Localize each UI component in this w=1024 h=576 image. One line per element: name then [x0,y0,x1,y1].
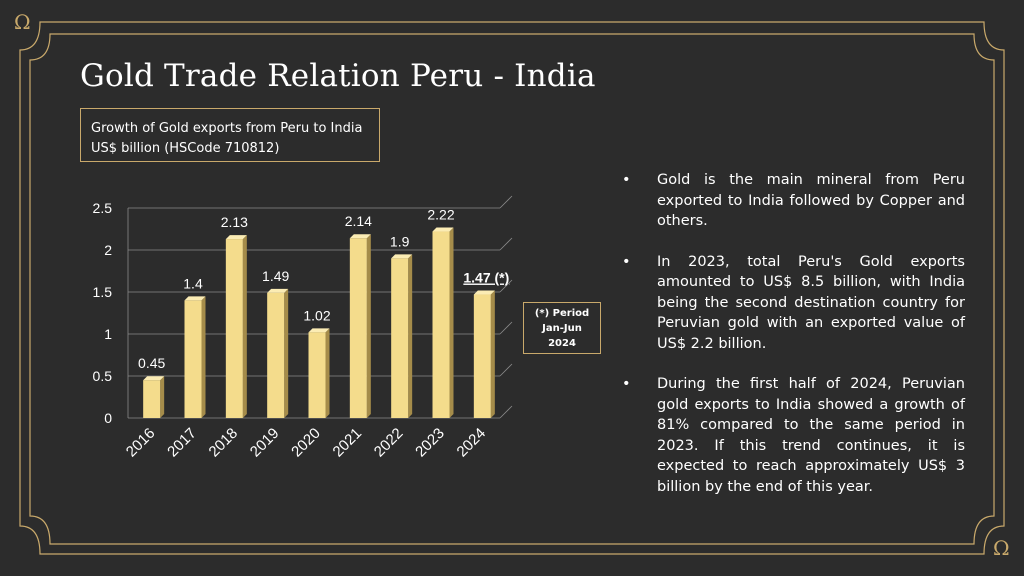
slide-title: Gold Trade Relation Peru - India [80,58,596,94]
chart-x-axis: 2016 2017 2018 2019 2020 2021 2022 2023 2024 [123,425,489,461]
x-tick-label: 2022 [371,425,407,461]
period-note-line-2: Jan-Jun [542,323,582,334]
bar-side [449,227,454,418]
gridline [499,237,513,251]
x-tick-label: 2016 [123,425,159,461]
y-tick-label: 2.5 [93,200,113,216]
bar-side [160,376,165,418]
bar-top [473,290,495,295]
bar-top [184,296,206,301]
data-label: 1.4 [183,275,203,291]
gridline [499,321,513,335]
data-label: 1.02 [303,307,330,323]
data-label: 1.49 [262,268,289,284]
key-points-list: • Gold is the main mineral from Peru expo… [622,170,965,517]
bar [225,239,243,418]
chart-caption-line-2: US$ billion (HSCode 710812) [91,141,280,156]
data-label: 1.9 [390,233,410,249]
bar-side [242,235,247,418]
bullet-marker: • [622,376,631,392]
x-tick-label: 2024 [454,425,490,461]
y-tick-label: 1.5 [93,284,113,300]
data-label: 1.47 (*) [463,270,509,286]
bar-side [284,288,289,418]
bullet-text: Gold is the main mineral from Peru expor… [657,172,965,229]
gridline [499,279,513,293]
bar [391,258,409,418]
bar-top [308,328,330,333]
chart-bars [143,227,495,418]
gridline [499,195,513,209]
omega-ornament-top-left: Ω [14,10,31,34]
x-tick-label: 2020 [288,425,324,461]
x-tick-label: 2018 [206,425,242,461]
bullet-point: • During the first half of 2024, Peruvian… [622,374,965,497]
y-tick-label: 0.5 [93,368,113,384]
omega-ornament-bottom-right: Ω [993,536,1010,560]
bullet-marker: • [622,253,631,270]
gridline [499,363,513,377]
x-tick-label: 2023 [412,425,448,461]
bar-top [391,254,413,259]
chart-y-axis: 0 0.5 1 1.5 2 2.5 [93,200,113,426]
bar [308,332,326,418]
y-tick-label: 1 [104,326,112,342]
data-label: 2.22 [427,207,454,223]
period-note-line-3: 2024 [548,338,576,349]
x-tick-label: 2021 [330,425,366,461]
chart-data-labels: 0.45 1.4 2.13 1.49 1.02 2.14 1.9 2.22 1.47 (*) [138,207,509,372]
bar [432,231,450,418]
y-tick-label: 2 [104,242,112,258]
gridline [499,405,513,419]
bar-top [267,288,289,293]
bar-top [225,235,247,240]
bar-top [143,376,165,381]
bar [143,380,161,418]
bar-side [325,328,330,418]
bullet-marker: • [622,172,631,188]
data-label: 2.13 [221,214,248,230]
bar [349,238,367,418]
chart-caption-box: Growth of Gold exports from Peru to Indi… [80,108,380,162]
bar-side [408,254,413,418]
period-note-line-1: (*) Period [534,308,590,319]
x-tick-label: 2019 [247,425,283,461]
bullet-point: • Gold is the main mineral from Peru expo… [622,170,965,232]
bar-top [432,227,454,232]
y-tick-label: 0 [104,410,112,426]
bar-side [366,234,371,418]
bar-side [201,296,206,418]
bar [267,292,285,418]
bar [473,294,491,418]
bullet-text: During the first half of 2024, Peruvian … [657,376,965,495]
bar [184,300,202,418]
data-label: 0.45 [138,355,165,371]
x-tick-label: 2017 [164,425,200,461]
bullet-text: In 2023, total Peru's Gold exports amoun… [657,253,965,352]
data-label: 2.14 [345,213,372,229]
period-note-box: (*) Period Jan-Jun 2024 [523,302,601,354]
bar-side [490,290,495,418]
bar-top [349,234,371,239]
gold-exports-bar-chart: 0 0.5 1 1.5 2 2.5 0.45 1.4 2.13 1.49 1.02 2.14 1.9 2… [93,195,513,461]
chart-caption-line-1: Growth of Gold exports from Peru to Indi… [91,121,363,136]
bullet-point: • In 2023, total Peru's Gold exports amou… [622,252,965,355]
